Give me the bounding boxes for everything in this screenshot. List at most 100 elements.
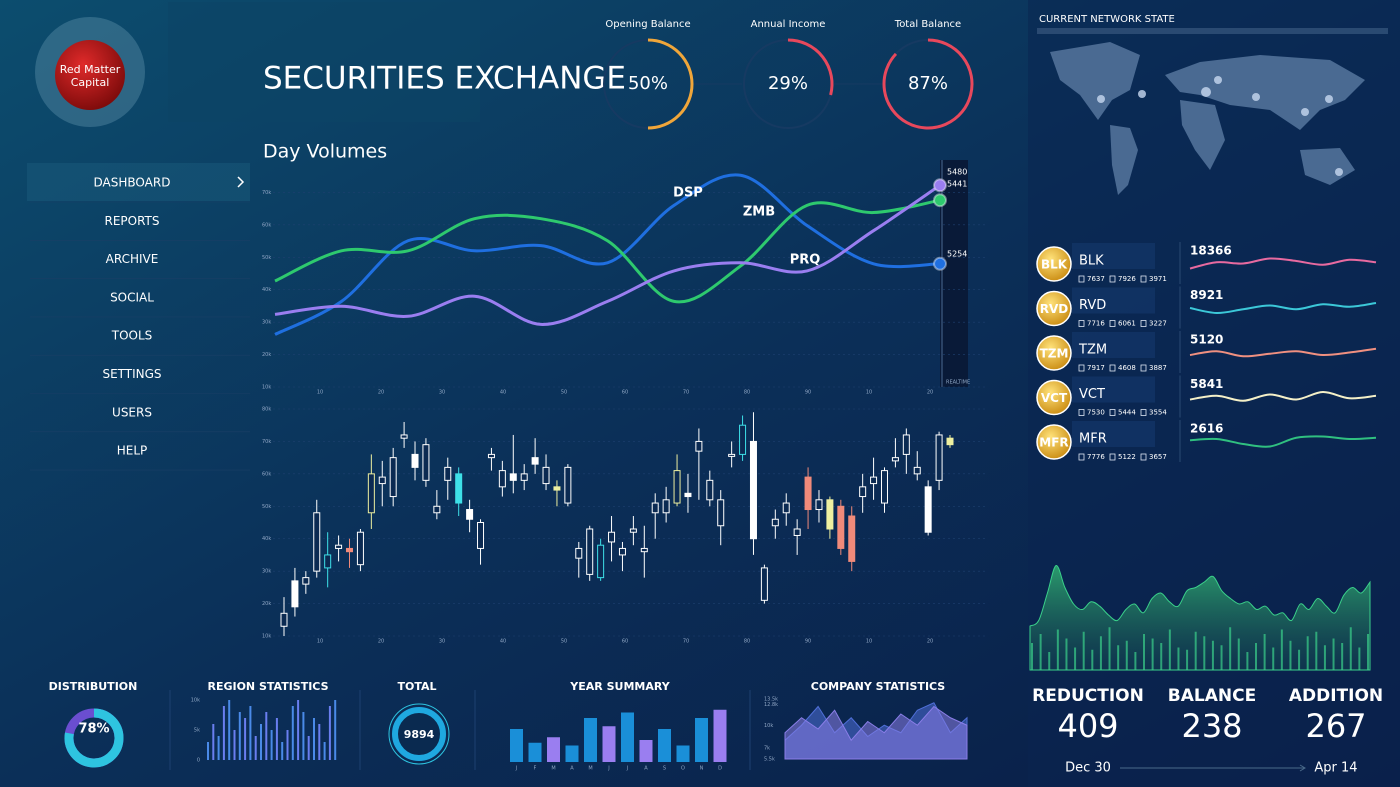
ticker-box xyxy=(1072,332,1155,358)
candle-body xyxy=(455,473,463,504)
bar xyxy=(676,745,690,762)
logo-sphere xyxy=(55,40,125,110)
gauge-arc xyxy=(882,38,974,130)
candle-body xyxy=(662,499,670,514)
x-tick-label: M xyxy=(551,766,555,772)
x-tick-label: D xyxy=(718,766,722,772)
total-label: BALANCE xyxy=(1168,686,1256,706)
nav-active-bg xyxy=(27,163,250,201)
total-value: 409 xyxy=(1057,707,1118,745)
line-series xyxy=(274,184,941,326)
coin-symbol: VCT xyxy=(1041,391,1068,405)
candle-body xyxy=(411,453,419,468)
activity-bar xyxy=(1332,638,1335,670)
activity-bar xyxy=(1211,640,1214,670)
y-tick-label: 80k xyxy=(262,407,271,413)
ticker-stat: 6061 xyxy=(1118,320,1136,328)
x-tick-label: 40 xyxy=(500,390,506,396)
ticker-value: 2616 xyxy=(1190,422,1223,436)
stat-icon xyxy=(1078,453,1085,461)
candle-body xyxy=(913,466,921,475)
area xyxy=(784,705,968,760)
gauge-value: 87% xyxy=(908,73,948,94)
widget-title: YEAR SUMMARY xyxy=(569,680,670,693)
candle-body xyxy=(782,502,790,514)
x-tick-label: 40 xyxy=(500,639,506,645)
candle-body xyxy=(793,528,801,536)
y-tick-label: 12.8k xyxy=(764,702,778,708)
activity-bar xyxy=(1186,649,1189,670)
stat-icon xyxy=(1109,453,1116,461)
candle-body xyxy=(695,440,703,452)
nav-item[interactable]: TOOLS xyxy=(111,329,153,343)
widget-title: COMPANY STATISTICS xyxy=(811,680,946,693)
readout: 5254 xyxy=(947,250,967,259)
x-tick-label: J xyxy=(515,766,517,772)
activity-bar xyxy=(1056,629,1059,670)
nav-item[interactable]: USERS xyxy=(112,405,152,419)
activity-bar xyxy=(1194,631,1197,670)
coin xyxy=(1036,379,1072,416)
series-name: ZMB xyxy=(743,205,775,220)
ticker-symbol: RVD xyxy=(1079,298,1106,313)
bar xyxy=(228,700,231,760)
activity-bar xyxy=(1125,640,1128,670)
x-tick-label: 70 xyxy=(683,390,689,396)
candle-body xyxy=(324,554,332,569)
map-dot xyxy=(1335,168,1343,176)
gauge-label: Total Balance xyxy=(894,19,961,30)
activity-bar xyxy=(1280,629,1283,670)
readout: 5441 xyxy=(947,180,967,189)
bar xyxy=(621,712,634,762)
y-tick-label: 10k xyxy=(262,385,271,391)
stat-icon xyxy=(1140,409,1147,416)
activity-bar xyxy=(1117,645,1120,670)
coin-symbol: RVD xyxy=(1040,302,1069,316)
x-tick-label: 50 xyxy=(561,639,567,645)
candle-body xyxy=(389,457,397,498)
candle-body xyxy=(880,470,888,504)
activity-bar xyxy=(1246,652,1249,670)
nav-item[interactable]: SOCIAL xyxy=(110,290,154,304)
ticker-stat: 7716 xyxy=(1087,320,1105,328)
bar xyxy=(528,742,542,762)
x-tick-label: 80 xyxy=(744,390,750,396)
nav-item[interactable]: HELP xyxy=(117,444,148,458)
widget-title: REGION STATISTICS xyxy=(207,680,328,693)
ticker-symbol: TZM xyxy=(1078,343,1107,358)
nav-item[interactable]: DASHBOARD xyxy=(94,176,171,190)
coin-symbol: TZM xyxy=(1040,347,1069,361)
x-tick-label: F xyxy=(534,766,537,772)
y-tick-label: 0 xyxy=(197,758,200,764)
ticker-stat: 3971 xyxy=(1149,275,1167,283)
date-end: Apr 14 xyxy=(1314,761,1357,776)
activity-bar xyxy=(1065,638,1068,670)
ticker-stat: 3554 xyxy=(1149,409,1167,417)
candle-body xyxy=(826,499,834,530)
bar xyxy=(334,700,337,760)
activity-bar xyxy=(1203,636,1206,670)
bar xyxy=(233,730,236,760)
activity-bar xyxy=(1255,643,1257,670)
stat-icon xyxy=(1109,364,1116,372)
candle-body xyxy=(477,522,485,549)
nav-item[interactable]: SETTINGS xyxy=(102,367,161,381)
x-tick-label: J xyxy=(607,766,609,772)
activity-bar xyxy=(1349,627,1352,670)
ticker-box xyxy=(1072,376,1155,403)
nav-item[interactable]: ARCHIVE xyxy=(106,252,159,266)
nav-item[interactable]: REPORTS xyxy=(104,214,159,228)
x-tick-label: A xyxy=(644,766,648,772)
x-tick-label: 20 xyxy=(378,639,384,645)
candle-body xyxy=(946,437,954,446)
donut-arc xyxy=(64,708,124,768)
candle-body xyxy=(520,473,528,481)
continent xyxy=(1165,55,1365,130)
candle-body xyxy=(640,547,648,553)
candle-body xyxy=(575,547,583,559)
world-map xyxy=(1050,42,1365,195)
candle-body xyxy=(815,499,823,511)
series-name: PRQ xyxy=(790,253,821,268)
activity-bar xyxy=(1358,647,1361,670)
